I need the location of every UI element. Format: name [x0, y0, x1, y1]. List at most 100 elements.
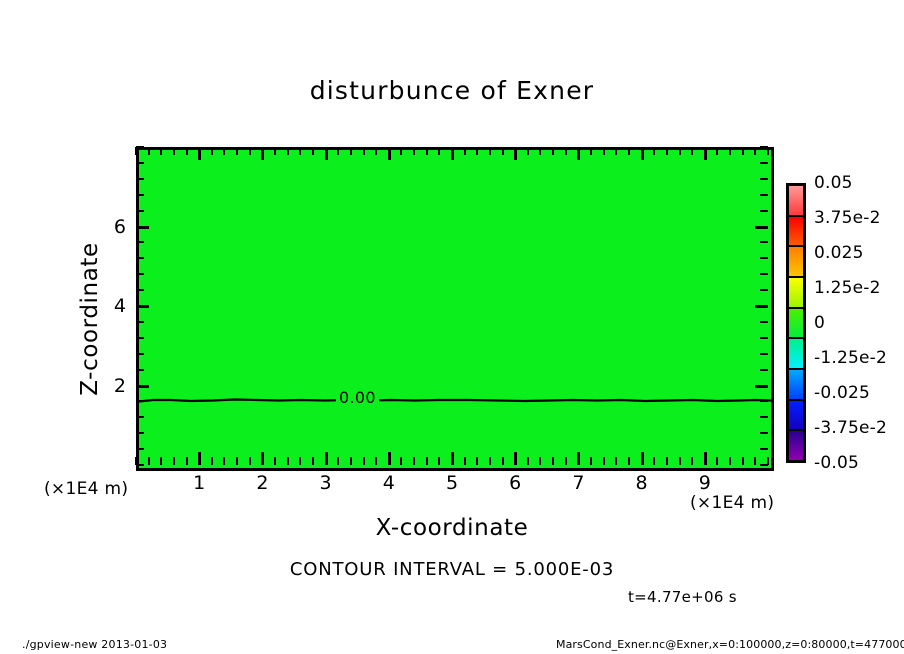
x-minor-tick — [438, 147, 441, 155]
x-minor-tick — [286, 457, 289, 465]
x-minor-tick — [488, 147, 491, 155]
y-minor-tick — [760, 257, 768, 260]
y-minor-tick — [136, 336, 144, 339]
x-minor-tick — [400, 147, 403, 155]
y-minor-tick — [760, 336, 768, 339]
x-minor-tick — [627, 457, 630, 465]
x-minor-tick — [425, 457, 428, 465]
y-major-tick — [755, 305, 768, 308]
x-minor-tick — [602, 147, 605, 155]
x-unit-label-right: (×1E4 m) — [690, 493, 775, 513]
x-minor-tick — [135, 147, 137, 155]
time-annotation: t=4.77e+06 s — [628, 588, 737, 606]
footer-command: ./gpview-new 2013-01-03 — [22, 638, 168, 651]
x-minor-tick — [311, 457, 314, 465]
y-minor-tick — [136, 368, 144, 371]
colorbar-tick-label: -0.05 — [814, 453, 859, 473]
x-tick-label: 2 — [256, 472, 269, 494]
x-minor-tick — [248, 457, 251, 465]
x-minor-tick — [362, 147, 365, 155]
x-tick-label: 4 — [382, 472, 395, 494]
x-major-tick — [451, 147, 454, 160]
x-minor-tick — [741, 457, 744, 465]
colorbar-tick-label: -1.25e-2 — [814, 348, 887, 368]
x-major-tick — [577, 452, 581, 465]
contour-plot-area[interactable] — [136, 147, 774, 471]
x-minor-tick — [754, 147, 757, 155]
x-minor-tick — [488, 457, 491, 465]
y-minor-tick — [760, 209, 768, 212]
x-minor-tick — [552, 147, 555, 155]
x-minor-tick — [590, 457, 593, 465]
x-minor-tick — [274, 457, 277, 465]
x-minor-tick — [501, 457, 504, 465]
y-minor-tick — [136, 416, 144, 419]
x-minor-tick — [665, 457, 668, 465]
x-major-tick — [261, 147, 265, 160]
y-minor-tick — [760, 146, 768, 148]
colorbar-band — [789, 400, 803, 432]
x-minor-tick — [236, 147, 239, 155]
x-minor-tick — [564, 147, 567, 155]
colorbar-band — [789, 186, 803, 217]
colorbar[interactable] — [786, 183, 806, 463]
y-minor-tick — [760, 400, 768, 403]
contour-level-label: 0.00 — [336, 388, 379, 407]
x-minor-tick — [678, 147, 681, 155]
x-minor-tick — [274, 147, 277, 155]
x-tick-label: 6 — [509, 472, 522, 494]
x-tick-label: 1 — [193, 472, 206, 494]
x-minor-tick — [299, 147, 302, 155]
x-tick-label: 3 — [319, 472, 332, 494]
x-minor-tick — [526, 147, 529, 155]
y-major-tick — [136, 225, 149, 229]
field-fill — [139, 150, 771, 468]
x-major-tick — [387, 452, 391, 465]
colorbar-band — [789, 247, 803, 279]
y-tick-label: 2 — [113, 374, 126, 397]
x-major-tick — [324, 147, 328, 160]
x-minor-tick — [615, 147, 618, 155]
x-minor-tick — [135, 457, 137, 465]
x-major-tick — [703, 452, 707, 465]
y-minor-tick — [760, 448, 768, 451]
x-tick-label: 8 — [635, 472, 648, 494]
x-major-tick — [640, 452, 644, 465]
footer-source: MarsCond_Exner.nc@Exner,x=0:100000,z=0:8… — [556, 638, 904, 651]
y-minor-tick — [760, 193, 768, 196]
x-minor-tick — [172, 457, 175, 465]
y-major-tick — [136, 384, 149, 388]
zero-contour-line — [139, 398, 771, 403]
y-minor-tick — [136, 257, 144, 260]
colorbar-band — [789, 216, 803, 248]
x-minor-tick — [223, 147, 226, 155]
x-minor-tick — [552, 457, 555, 465]
x-minor-tick — [337, 457, 340, 465]
y-tick-label: 4 — [113, 295, 126, 317]
x-major-tick — [387, 147, 391, 160]
x-minor-tick — [337, 147, 340, 155]
y-major-tick — [755, 225, 768, 229]
x-minor-tick — [299, 457, 302, 465]
x-minor-tick — [729, 457, 732, 465]
x-major-tick — [324, 452, 328, 465]
x-minor-tick — [691, 457, 694, 465]
y-minor-tick — [760, 273, 768, 276]
x-minor-tick — [286, 147, 289, 155]
x-major-tick — [198, 452, 202, 465]
y-major-tick — [755, 384, 768, 388]
x-minor-tick — [349, 457, 352, 465]
x-minor-tick — [311, 147, 314, 155]
y-minor-tick — [136, 241, 144, 244]
colorbar-tick-label: 1.25e-2 — [814, 278, 881, 298]
y-minor-tick — [136, 209, 144, 212]
x-minor-tick — [615, 457, 618, 465]
y-minor-tick — [136, 320, 144, 323]
x-minor-tick — [526, 457, 529, 465]
y-minor-tick — [760, 464, 768, 466]
x-tick-label: 5 — [445, 472, 459, 494]
x-minor-tick — [185, 457, 188, 465]
x-minor-tick — [438, 457, 441, 465]
x-minor-tick — [665, 147, 668, 155]
colorbar-tick-label: -3.75e-2 — [814, 418, 887, 438]
